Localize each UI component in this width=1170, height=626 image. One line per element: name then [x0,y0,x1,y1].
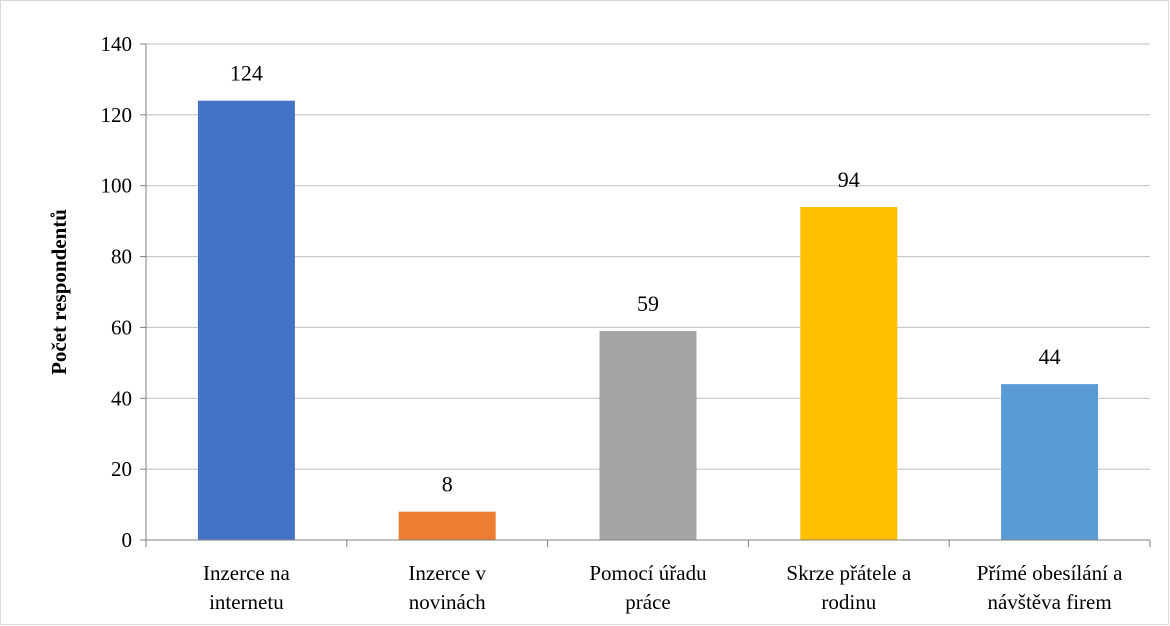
y-tick-label: 80 [111,245,132,269]
gridlines [146,43,1150,470]
x-category-label: Inzerce v novinách [408,561,486,614]
x-category-label: Přímé obesílání a návštěva firem [977,561,1123,614]
x-category-label-line: rodinu [821,590,876,614]
x-category-label-line: Skrze přátele a [786,561,911,585]
y-tick-label: 100 [101,174,133,198]
x-category-label-line: Inzerce na [203,561,291,585]
data-label: 94 [838,167,860,192]
bars [197,100,1099,540]
bar [197,100,295,540]
x-category-label: Skrze přátele a rodinu [786,561,911,614]
x-category-label-line: návštěva firem [987,590,1111,614]
y-tick-label: 0 [122,528,133,552]
bar [1001,384,1099,540]
axes [140,43,1151,547]
x-category-label-line: práce [625,590,670,614]
x-category-label: Inzerce na internetu [203,561,291,614]
bar [800,206,898,540]
data-label: 124 [230,61,263,86]
data-label: 59 [637,291,659,316]
y-tick-label: 20 [111,457,132,481]
y-tick-label: 140 [101,32,133,56]
data-label: 44 [1039,344,1061,369]
y-tick-label: 60 [111,315,132,339]
y-tick-label: 40 [111,386,132,410]
x-category-label-line: Přímé obesílání a [977,561,1123,585]
x-category-label-line: Inzerce v [408,561,486,585]
y-tick-label: 120 [101,103,133,127]
x-category-label: Pomocí úřadu práce [589,561,707,614]
labels: 0 20 40 60 80 100 120 140 124 Inzerce na internetu… [101,32,1124,614]
x-category-label-line: novinách [409,590,486,614]
y-axis-title: Počet respondentů [47,209,71,375]
bar [398,511,496,540]
bar [599,330,697,540]
x-category-label-line: internetu [209,590,284,614]
data-label: 8 [442,472,453,497]
x-category-label-line: Pomocí úřadu [589,561,707,585]
